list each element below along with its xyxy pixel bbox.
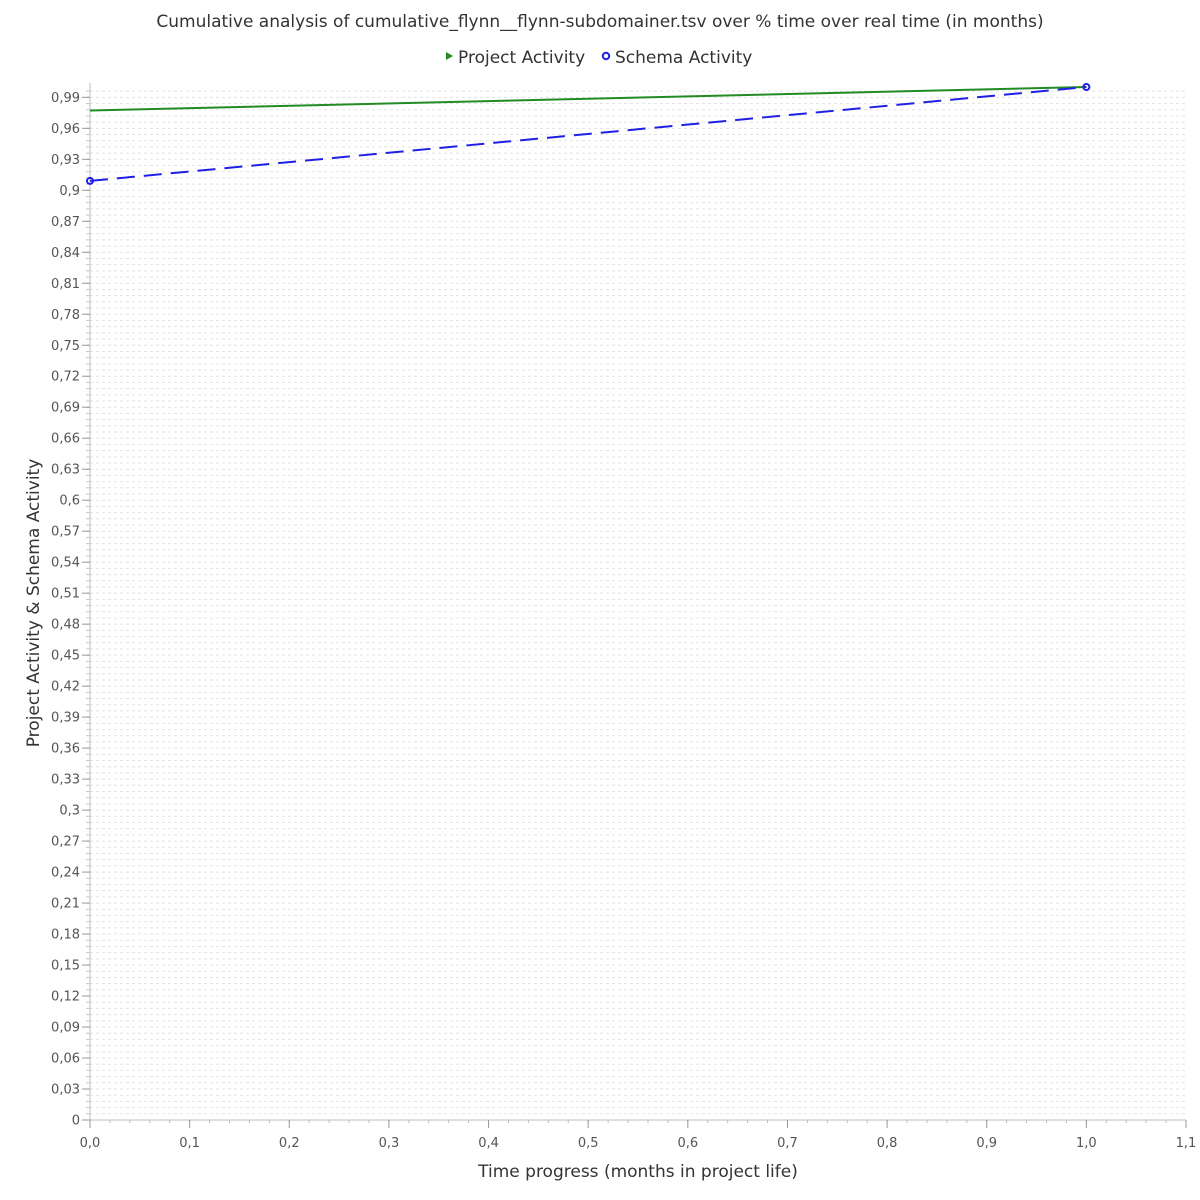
y-tick-label: 0,9 <box>59 184 80 199</box>
x-axis-label: Time progress (months in project life) <box>477 1162 798 1182</box>
x-tick-label: 0,6 <box>677 1136 698 1151</box>
x-axis-ticks: 0,0 0,1 0,2 0,3 0,4 0,5 0,6 0,7 0,8 0,9 1,0 1,1 <box>80 1120 1197 1151</box>
y-tick-label: 0,84 <box>51 246 80 261</box>
x-tick-label: 0,9 <box>976 1136 997 1151</box>
y-tick-label: 0,39 <box>51 711 80 726</box>
y-tick-label: 0,3 <box>59 804 80 819</box>
series <box>86 83 1091 185</box>
y-tick-label: 0,72 <box>51 370 80 385</box>
y-tick-label: 0,09 <box>51 1021 80 1036</box>
x-tick-label: 0,0 <box>80 1136 101 1151</box>
y-tick-label: 0,81 <box>51 277 80 292</box>
x-tick-label: 0,3 <box>379 1136 400 1151</box>
y-tick-label: 0,87 <box>51 215 80 230</box>
y-tick-label: 0,93 <box>51 153 80 168</box>
series-line-project-activity <box>89 86 1087 112</box>
y-axis-label: Project Activity & Schema Activity <box>24 459 44 748</box>
grid <box>90 90 1186 1121</box>
legend-item-schema-activity[interactable]: Schema Activity <box>601 48 753 68</box>
chart-title: Cumulative analysis of cumulative_flynn_… <box>156 12 1043 32</box>
y-tick-label: 0 <box>72 1114 80 1129</box>
y-tick-label: 0,57 <box>51 525 80 540</box>
y-tick-label: 0,24 <box>51 866 80 881</box>
y-tick-label: 0,6 <box>59 494 80 509</box>
axes <box>89 83 1186 1121</box>
data-point-schema-activity[interactable] <box>1082 83 1091 91</box>
y-tick-label: 0,78 <box>51 308 80 323</box>
data-point-schema-activity[interactable] <box>86 176 94 185</box>
y-tick-label: 0,06 <box>51 1052 80 1067</box>
data-point-project-activity[interactable] <box>89 110 91 112</box>
legend-item-project-activity[interactable]: Project Activity <box>446 48 585 68</box>
y-tick-label: 0,36 <box>51 742 80 757</box>
x-tick-label: 0,7 <box>777 1136 798 1151</box>
y-tick-label: 0,63 <box>51 463 80 478</box>
y-tick-label: 0,45 <box>51 649 80 664</box>
y-tick-label: 0,33 <box>51 773 80 788</box>
y-tick-label: 0,27 <box>51 835 80 850</box>
x-tick-label: 0,8 <box>877 1136 898 1151</box>
y-axis-ticks: 0 0,03 0,06 0,09 0,12 0,15 0,18 0,21 0,24 0,27 0,3… <box>51 90 90 1129</box>
y-tick-label: 0,66 <box>51 432 80 447</box>
y-tick-label: 0,15 <box>51 959 80 974</box>
x-tick-label: 0,2 <box>279 1136 300 1151</box>
y-tick-label: 0,03 <box>51 1083 80 1098</box>
series-line-schema-activity <box>89 86 1087 182</box>
x-tick-label: 1,1 <box>1176 1136 1197 1151</box>
x-tick-label: 0,1 <box>179 1136 200 1151</box>
y-tick-label: 0,54 <box>51 556 80 571</box>
y-tick-label: 0,48 <box>51 618 80 633</box>
y-tick-label: 0,51 <box>51 587 80 602</box>
y-tick-label: 0,69 <box>51 401 80 416</box>
y-tick-label: 0,21 <box>51 897 80 912</box>
y-tick-label: 0,12 <box>51 990 80 1005</box>
y-tick-label: 0,18 <box>51 928 80 943</box>
x-tick-label: 0,4 <box>478 1136 499 1151</box>
legend-marker-schema-activity <box>601 51 611 61</box>
legend-marker-project-activity <box>446 52 453 60</box>
y-tick-label: 0,42 <box>51 680 80 695</box>
legend: Project Activity Schema Activity <box>446 48 752 68</box>
y-tick-label: 0,99 <box>51 91 80 106</box>
y-tick-label: 0,96 <box>51 122 80 137</box>
legend-label-schema-activity: Schema Activity <box>615 48 752 68</box>
x-tick-label: 0,5 <box>578 1136 599 1151</box>
x-tick-label: 1,0 <box>1076 1136 1097 1151</box>
legend-label-project-activity: Project Activity <box>458 48 585 68</box>
y-tick-label: 0,75 <box>51 339 80 354</box>
